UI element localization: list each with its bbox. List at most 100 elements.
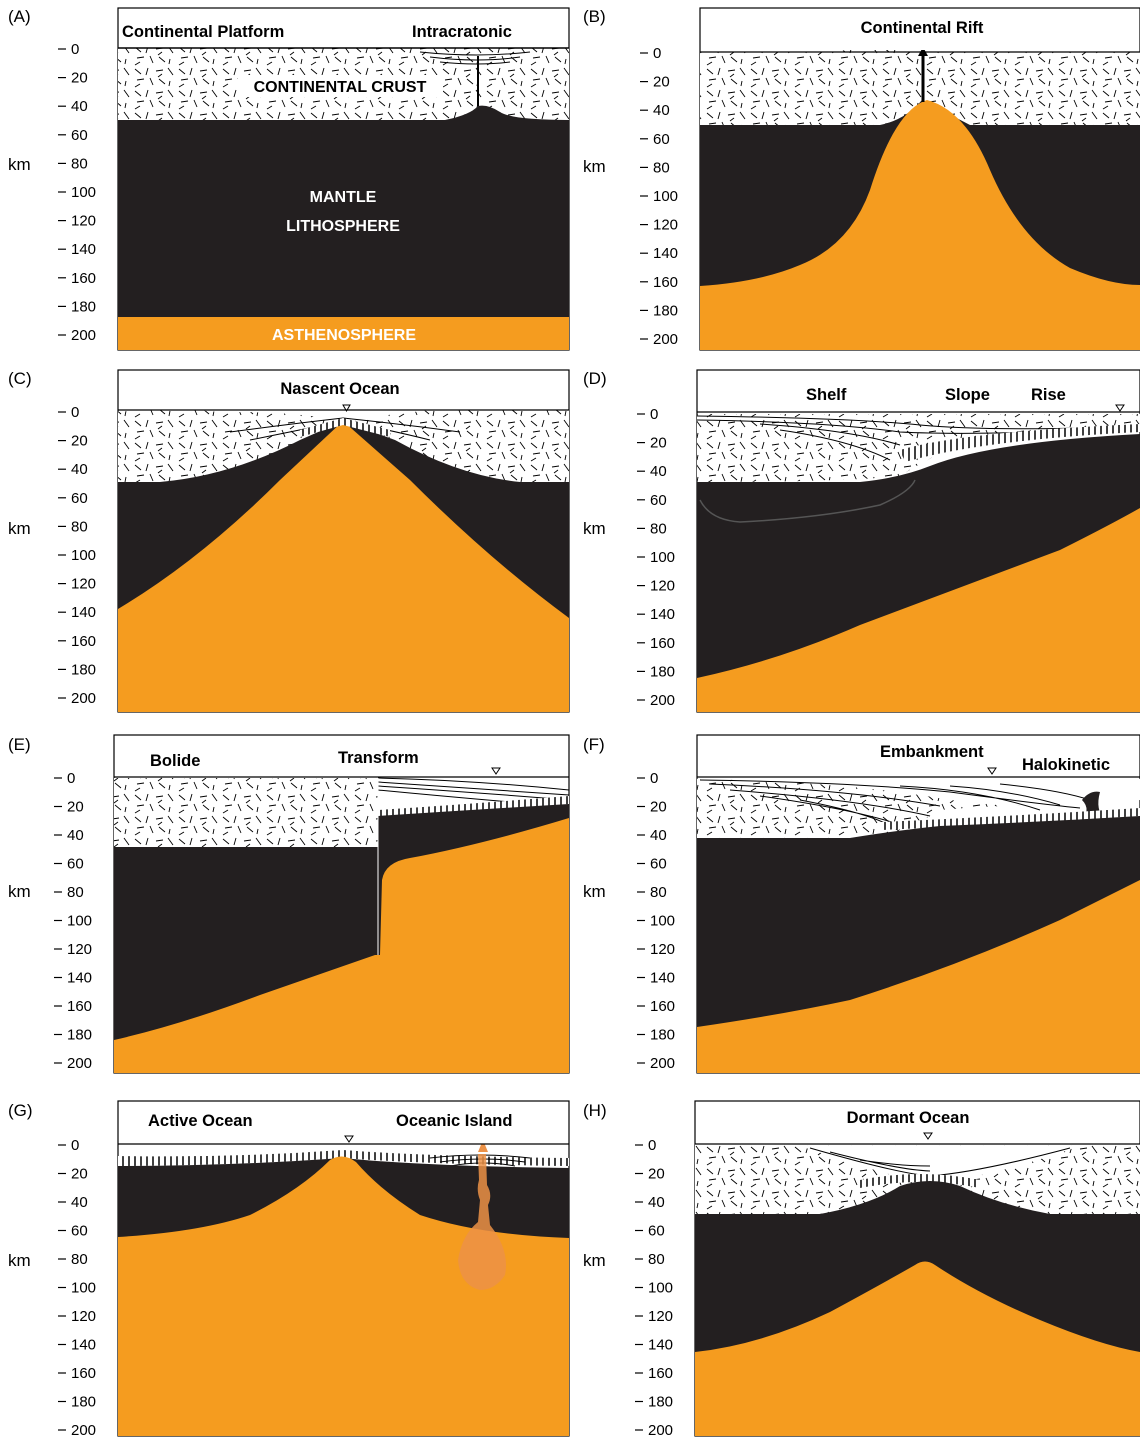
panel-title: Continental Platform: [122, 23, 284, 41]
axis-tick-label: 200: [71, 327, 96, 344]
axis-tick-label: 180: [650, 1027, 675, 1044]
panel-title: Embankment: [880, 743, 984, 761]
mantle-label: MANTLE: [310, 189, 377, 206]
panel-e: [113, 734, 570, 1074]
panel-title: Oceanic Island: [396, 1112, 512, 1130]
axis-tick-label: 100: [71, 1280, 96, 1297]
asthenosphere-layer: [118, 317, 569, 350]
axis-tick-label: 120: [650, 941, 675, 958]
axis-tick-label: 100: [650, 549, 675, 566]
sea-level-icon: [491, 767, 501, 775]
axis-tick-label: 160: [71, 633, 96, 650]
axis-tick-label: 0: [71, 404, 79, 421]
crust-layer: [700, 50, 1140, 126]
sea-level-icon: [1115, 404, 1125, 412]
continental-crust-label: CONTINENTAL CRUST: [254, 79, 427, 96]
axis-tick-label: 160: [650, 635, 675, 652]
axis-tick-label: 80: [71, 518, 88, 535]
axis-unit-label: km: [583, 157, 606, 176]
axis-tick-label: 160: [648, 1365, 673, 1382]
asthenosphere-layer: [695, 1261, 1140, 1436]
asthenosphere-layer: [700, 100, 1140, 350]
panel-title: Halokinetic: [1022, 756, 1110, 774]
axis-tick-label: 200: [648, 1422, 673, 1439]
asthenosphere-label: ASTHENOSPHERE: [272, 327, 416, 344]
axis-tick-label: 160: [653, 274, 678, 291]
asthenosphere-layer: [118, 1156, 569, 1436]
axis-tick-label: 80: [650, 884, 667, 901]
panel-title: Shelf: [806, 386, 847, 404]
panel-g: [117, 1100, 570, 1437]
axis-tick-label: 140: [650, 970, 675, 987]
axis-tick-label: 80: [71, 155, 88, 172]
axis-tick-label: 40: [71, 1194, 88, 1211]
axis-tick-label: 0: [71, 1137, 79, 1154]
panel-a: [117, 7, 570, 351]
axis-tick-label: 80: [67, 884, 84, 901]
axis-tick-label: 0: [71, 41, 79, 58]
axis-tick-label: 40: [653, 102, 670, 119]
axis-tick-label: 40: [71, 98, 88, 115]
axis-unit-label: km: [8, 519, 31, 538]
axis-unit-label: km: [8, 882, 31, 901]
axis-tick-label: 120: [71, 213, 96, 230]
panel-title: Continental Rift: [861, 19, 984, 37]
axis-tick-label: 120: [650, 578, 675, 595]
axis-tick-label: 0: [650, 770, 658, 787]
axis-tick-label: 40: [71, 461, 88, 478]
axis-tick-label: 100: [653, 188, 678, 205]
axis-tick-label: 40: [648, 1194, 665, 1211]
axis-tick-label: 100: [71, 184, 96, 201]
asthenosphere-layer: [118, 421, 569, 712]
axis-tick-label: 60: [653, 131, 670, 148]
axis-tick-label: 20: [71, 70, 88, 87]
axis-tick-label: 0: [67, 770, 75, 787]
panel-title: Active Ocean: [148, 1112, 253, 1130]
axis-unit-label: km: [583, 519, 606, 538]
axis-tick-label: 140: [71, 241, 96, 258]
axis-tick-label: 120: [71, 576, 96, 593]
axis-tick-label: 40: [650, 463, 667, 480]
panel-title: Rise: [1031, 386, 1066, 404]
panel-label: (H): [583, 1101, 607, 1120]
axis-tick-label: 140: [653, 245, 678, 262]
axis-tick-label: 20: [648, 1166, 665, 1183]
axis-tick-label: 80: [653, 159, 670, 176]
sea-level-icon: [987, 767, 997, 775]
panel-h: [694, 1100, 1140, 1437]
axis-tick-label: 200: [653, 331, 678, 348]
axis-tick-label: 180: [71, 298, 96, 315]
axis-tick-label: 180: [71, 661, 96, 678]
axis-tick-label: 60: [71, 490, 88, 507]
axis-tick-label: 60: [71, 127, 88, 144]
axis-tick-label: 140: [71, 1337, 96, 1354]
panel-label: (D): [583, 369, 607, 388]
panel-d: [696, 369, 1140, 713]
axis-tick-label: 60: [71, 1223, 88, 1240]
sea-level-icon: [923, 1132, 933, 1140]
asthenosphere-layer: [114, 818, 569, 1073]
asthenosphere-layer: [697, 880, 1140, 1073]
axis-tick-label: 40: [67, 827, 84, 844]
mantle-lithosphere-layer: [118, 105, 569, 320]
panel-label: (G): [8, 1101, 33, 1120]
axis-tick-label: 60: [650, 492, 667, 509]
axis-tick-label: 100: [71, 547, 96, 564]
axis-tick-label: 120: [67, 941, 92, 958]
axis-tick-label: 200: [67, 1055, 92, 1072]
axis-tick-label: 140: [67, 970, 92, 987]
panel-b: [699, 7, 1140, 351]
axis-tick-label: 80: [648, 1251, 665, 1268]
axis-tick-label: 120: [653, 217, 678, 234]
sea-level-icon: [344, 1135, 354, 1143]
crust-layer: [114, 777, 378, 847]
asthenosphere-layer: [697, 508, 1140, 712]
axis-tick-label: 0: [650, 406, 658, 423]
axis-tick-label: 160: [71, 270, 96, 287]
axis-tick-label: 80: [71, 1251, 88, 1268]
axis-tick-label: 120: [71, 1308, 96, 1325]
axis-tick-label: 0: [648, 1137, 656, 1154]
axis-tick-label: 160: [71, 1365, 96, 1382]
axis-tick-label: 180: [648, 1394, 673, 1411]
